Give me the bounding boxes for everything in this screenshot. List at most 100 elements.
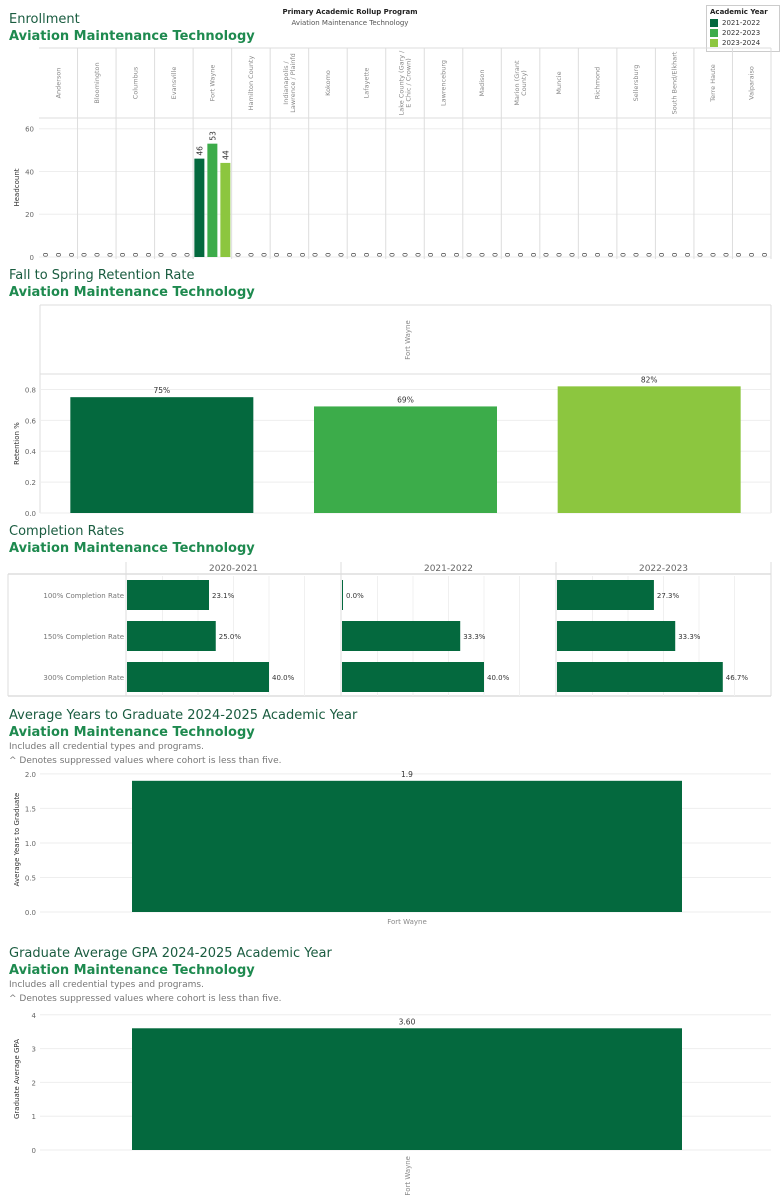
panel-header: 2021-2022 bbox=[424, 564, 473, 574]
bar-value-label: 0 bbox=[569, 253, 577, 257]
bar-value-label: 0 bbox=[761, 253, 769, 257]
bar-value-label: 0 bbox=[324, 253, 332, 257]
enrollment-title: Enrollment bbox=[9, 12, 80, 27]
row-label: 300% Completion Rate bbox=[43, 674, 124, 682]
campus-label: Sellersburg bbox=[632, 65, 640, 102]
y-tick-label: 0.0 bbox=[25, 909, 36, 917]
campus-label: Muncie bbox=[555, 71, 563, 94]
y-tick-label: 0 bbox=[30, 254, 34, 262]
bar-value-label: 0 bbox=[543, 253, 551, 257]
bar-value-label: 53 bbox=[208, 131, 217, 141]
campus-label: Bloomington bbox=[93, 62, 101, 103]
bar-value-label: 0 bbox=[299, 253, 307, 257]
bar-value-label: 0 bbox=[581, 253, 589, 257]
legend-item-3[interactable]: 2023-2024 bbox=[710, 38, 776, 48]
years-chart: 0.0 0.5 1.0 1.5 2.0 Average Years to Graduate… bbox=[13, 770, 771, 926]
retention-subtitle: Aviation Maintenance Technology bbox=[9, 285, 255, 300]
bar-value-label: 0 bbox=[415, 253, 423, 257]
bar-value-label: 0 bbox=[311, 253, 319, 257]
enrollment-bar bbox=[207, 143, 218, 257]
y-tick-label: 1 bbox=[32, 1113, 36, 1121]
y-axis-label: Retention % bbox=[13, 422, 21, 465]
bar-value-label: 44 bbox=[221, 150, 230, 160]
bar-value-label: 25.0% bbox=[219, 633, 242, 641]
completion-title: Completion Rates bbox=[9, 524, 125, 539]
y-tick-label: 0.6 bbox=[25, 417, 37, 425]
bar-value-label: 0 bbox=[671, 253, 679, 257]
bar-value-label: 0 bbox=[633, 253, 641, 257]
gpa-title: Graduate Average GPA 2024-2025 Academic … bbox=[9, 946, 332, 961]
y-axis-label: Average Years to Graduate bbox=[13, 793, 21, 887]
retention-title: Fall to Spring Retention Rate bbox=[9, 268, 195, 283]
row-label: 100% Completion Rate bbox=[43, 592, 124, 600]
filter-program: Aviation Maintenance Technology bbox=[291, 19, 409, 27]
bar-value-label: 75% bbox=[153, 386, 170, 395]
completion-bar bbox=[127, 580, 210, 610]
y-axis-label: Graduate Average GPA bbox=[13, 1039, 21, 1119]
bar-value-label: 0 bbox=[492, 253, 500, 257]
legend-item-1[interactable]: 2021-2022 bbox=[710, 18, 776, 28]
legend-swatch bbox=[710, 29, 718, 37]
campus-label: Lafayette bbox=[362, 68, 370, 99]
y-tick-label: 4 bbox=[32, 1012, 37, 1020]
bar-value-label: 0 bbox=[427, 253, 435, 257]
legend-item-2[interactable]: 2022-2023 bbox=[710, 28, 776, 38]
completion-subtitle: Aviation Maintenance Technology bbox=[9, 541, 255, 556]
years-subtitle: Aviation Maintenance Technology bbox=[9, 725, 255, 740]
legend-swatch bbox=[710, 19, 718, 27]
gpa-note-suppressed: ^ Denotes suppressed values where cohort… bbox=[9, 994, 282, 1004]
bar-value-label: 0 bbox=[106, 253, 114, 257]
bar-value-label: 0 bbox=[234, 253, 242, 257]
completion-bar bbox=[557, 580, 654, 610]
bar-value-label: 46 bbox=[195, 146, 204, 156]
y-tick-label: 1.5 bbox=[25, 805, 36, 813]
campus-label: Valparaiso bbox=[748, 66, 756, 100]
bar-value-label: 0 bbox=[80, 253, 88, 257]
bar-value-label: 0 bbox=[466, 253, 474, 257]
years-title: Average Years to Graduate 2024-2025 Acad… bbox=[9, 708, 358, 723]
bar-value-label: 0 bbox=[273, 253, 281, 257]
completion-bar bbox=[342, 621, 461, 651]
legend-label: 2023-2024 bbox=[722, 39, 761, 47]
bar-value-label: 0 bbox=[530, 253, 538, 257]
completion-bar bbox=[127, 662, 269, 692]
y-tick-label: 2.0 bbox=[25, 771, 36, 779]
campus-label: Lake County (Gary /E Chic / Crown) bbox=[398, 50, 413, 116]
bar-value-label: 0 bbox=[132, 253, 140, 257]
retention-bar bbox=[557, 386, 741, 513]
y-tick-label: 0.8 bbox=[25, 386, 36, 394]
campus-label: South Bend/Elkhart bbox=[671, 51, 679, 114]
retention-chart: Fort Wayne 0.0 0.2 0.4 0.6 0.8 Retention % 75% 6… bbox=[13, 304, 772, 518]
bar-value-label: 0 bbox=[735, 253, 743, 257]
legend-title: Academic Year bbox=[710, 8, 768, 16]
bar-value-label: 0 bbox=[260, 253, 268, 257]
bar-value-label: 0 bbox=[42, 253, 50, 257]
bar-value-label: 0 bbox=[68, 253, 76, 257]
bar-value-label: 82% bbox=[641, 375, 658, 384]
bar-value-label: 40.0% bbox=[272, 674, 295, 682]
bar-value-label: 0 bbox=[145, 253, 153, 257]
gpa-note-credentials: Includes all credential types and progra… bbox=[9, 980, 204, 990]
bar-value-label: 0 bbox=[504, 253, 512, 257]
bar-value-label: 0 bbox=[594, 253, 602, 257]
bar-value-label: 0 bbox=[93, 253, 101, 257]
bar-value-label: 0 bbox=[389, 253, 397, 257]
bar-value-label: 0 bbox=[517, 253, 525, 257]
academic-year-legend: Academic Year 2021-2022 2022-2023 2023-2… bbox=[706, 5, 780, 52]
completion-bar bbox=[342, 580, 343, 610]
campus-label: Kokomo bbox=[324, 70, 332, 96]
bar-value-label: 40.0% bbox=[487, 674, 510, 682]
completion-chart: 100% Completion Rate 150% Completion Rate… bbox=[7, 562, 772, 697]
y-tick-label: 0.2 bbox=[25, 479, 36, 487]
bar-value-label: 0 bbox=[247, 253, 255, 257]
y-tick-label: 2 bbox=[32, 1079, 36, 1087]
bar-value-label: 0 bbox=[337, 253, 345, 257]
retention-bar bbox=[314, 406, 497, 513]
bar-value-label: 0 bbox=[620, 253, 628, 257]
bar-value-label: 23.1% bbox=[212, 592, 235, 600]
filter-heading: Primary Academic Rollup Program bbox=[282, 8, 418, 16]
bar-value-label: 0 bbox=[556, 253, 564, 257]
bar-value-label: 0 bbox=[710, 253, 718, 257]
y-tick-label: 0 bbox=[32, 1147, 36, 1155]
